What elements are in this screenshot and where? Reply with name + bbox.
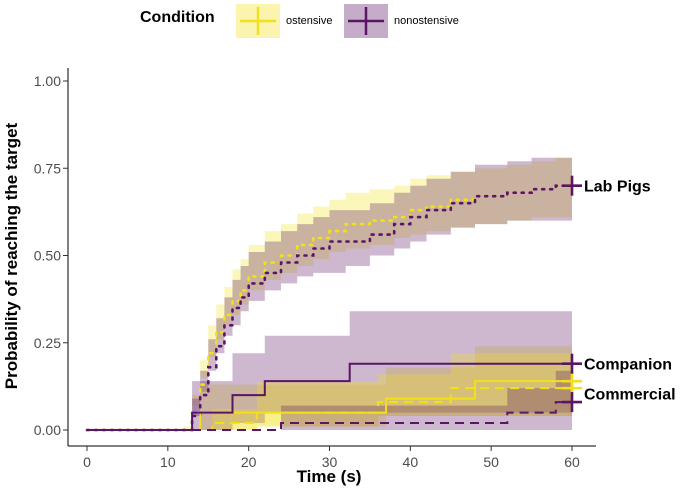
ci-band-commercial-ostensive [87, 353, 572, 430]
y-tick-label-4: 1.00 [34, 73, 61, 89]
axes [67, 68, 596, 447]
censor-marks [562, 175, 582, 413]
group-labels: Lab Pigs Companion Commercial [584, 179, 676, 404]
x-tick-label-2: 20 [241, 454, 257, 470]
curve-companion-nonostensive [87, 362, 572, 431]
ci-band-companion-ostensive [87, 346, 572, 430]
x-tick-label-4: 40 [403, 454, 419, 470]
group-label-companion: Companion [584, 357, 672, 374]
y-axis-title: Probability of reaching the target [2, 122, 21, 389]
ci-band-commercial-nonostensive [87, 370, 572, 430]
x-ticks: 0 10 20 30 40 50 60 [83, 446, 580, 470]
x-axis-title: Time (s) [297, 467, 362, 486]
y-tick-label-2: 0.50 [34, 248, 61, 264]
group-label-lab-pigs: Lab Pigs [584, 179, 651, 196]
survival-curves [85, 184, 574, 432]
y-tick-label-3: 0.75 [34, 160, 61, 176]
group-label-commercial: Commercial [584, 386, 676, 403]
curve-lab-pigs-nonostensive [85, 184, 574, 432]
x-tick-label-6: 60 [564, 454, 580, 470]
ci-band-lab-pigs-ostensive [87, 157, 572, 431]
x-tick-label-1: 10 [160, 454, 176, 470]
ci-band-lab-pigs-nonostensive [87, 157, 572, 431]
censor-mark-companion-nonostensive [562, 353, 582, 374]
y-tick-label-0: 0.00 [34, 422, 61, 438]
confidence-bands [87, 157, 572, 431]
x-tick-label-0: 0 [83, 454, 91, 470]
x-tick-label-5: 50 [483, 454, 499, 470]
legend-label-ostensive: ostensive [286, 15, 332, 27]
legend: Condition ostensive nonostensive [140, 4, 459, 38]
legend-title: Condition [140, 9, 215, 26]
censor-mark-commercial-nonostensive [562, 392, 582, 413]
curve-commercial-nonostensive [87, 401, 572, 431]
censor-mark-lab-pigs-nonostensive [562, 175, 582, 196]
legend-label-nonostensive: nonostensive [394, 15, 459, 27]
curve-commercial-ostensive [87, 387, 572, 431]
y-tick-label-1: 0.25 [34, 335, 61, 351]
x-tick-label-3: 30 [322, 454, 338, 470]
y-ticks: 0.00 0.25 0.50 0.75 1.00 [34, 73, 68, 438]
